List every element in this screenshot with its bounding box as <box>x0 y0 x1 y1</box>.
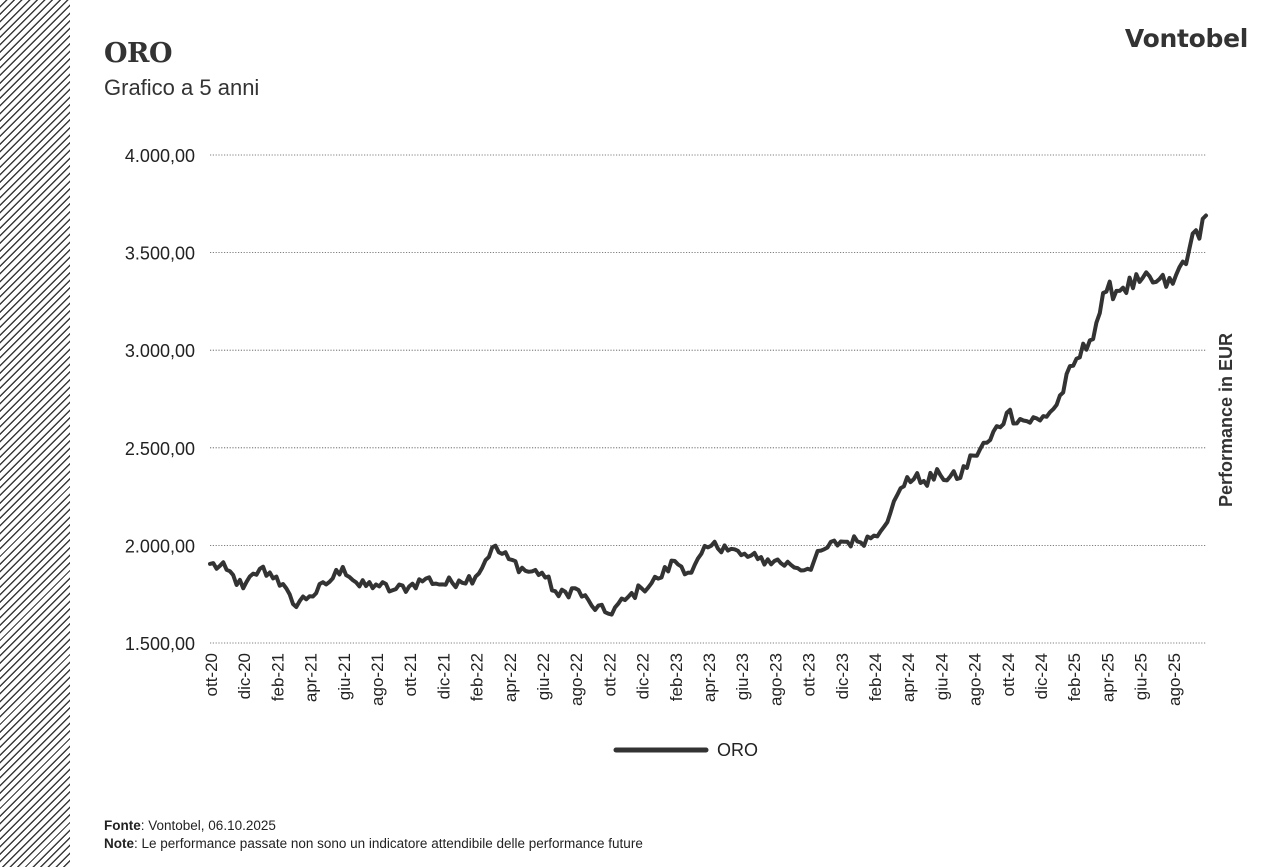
x-tick-label: ott-24 <box>999 653 1018 696</box>
y-tick-label: 2.000,00 <box>125 536 195 556</box>
legend: ORO <box>613 740 758 760</box>
y-axis-label: Performance in EUR <box>1216 333 1236 507</box>
x-tick-label: feb-21 <box>268 653 287 701</box>
x-tick-label: ago-24 <box>966 653 985 706</box>
x-tick-label: feb-22 <box>468 653 487 701</box>
y-tick-label: 3.500,00 <box>125 244 195 264</box>
footer-note: Note: Le performance passate non sono un… <box>104 836 643 851</box>
x-tick-label: ott-20 <box>202 653 221 696</box>
y-tick-label: 2.500,00 <box>125 439 195 459</box>
footer-source: Fonte: Vontobel, 06.10.2025 <box>104 818 276 833</box>
x-tick-label: apr-23 <box>700 653 719 702</box>
x-tick-label: ago-21 <box>368 653 387 706</box>
x-tick-label: feb-25 <box>1065 653 1084 701</box>
x-tick-label: feb-23 <box>667 653 686 701</box>
x-tick-label: apr-21 <box>302 653 321 702</box>
x-tick-label: dic-21 <box>434 653 453 699</box>
vontobel-logo: Vontobel <box>1124 24 1248 53</box>
x-tick-label: giu-21 <box>335 653 354 700</box>
grid-lines <box>210 154 1206 644</box>
y-axis-tick-labels: 1.500,00 2.000,00 2.500,00 3.000,00 3.500,00… <box>125 146 195 654</box>
x-tick-label: ago-22 <box>567 653 586 706</box>
x-tick-label: giu-23 <box>733 653 752 700</box>
footer-source-label: Fonte <box>104 818 141 833</box>
x-tick-label: ott-23 <box>800 653 819 696</box>
y-tick-label: 1.500,00 <box>125 634 195 654</box>
x-tick-label: apr-22 <box>501 653 520 702</box>
x-axis-tick-labels: ott-20 dic-20 feb-21 apr-21 giu-21 ago-21 ott-… <box>202 653 1184 706</box>
x-tick-label: dic-24 <box>1032 653 1051 699</box>
x-tick-label: ago-25 <box>1165 653 1184 706</box>
chart-title: ORO <box>104 38 172 69</box>
series-line-oro <box>208 213 1208 617</box>
chart-subtitle: Grafico a 5 anni <box>104 75 260 100</box>
x-tick-label: apr-24 <box>899 653 918 702</box>
footer-note-label: Note <box>104 836 134 851</box>
decorative-hatch-band <box>0 0 70 867</box>
x-tick-label: ott-21 <box>401 653 420 696</box>
y-tick-label: 3.000,00 <box>125 341 195 361</box>
x-tick-label: ott-22 <box>600 653 619 696</box>
x-tick-label: dic-23 <box>833 653 852 699</box>
y-tick-label: 4.000,00 <box>125 146 195 166</box>
x-tick-label: giu-25 <box>1132 653 1151 700</box>
footer-note-text: : Le performance passate non sono un ind… <box>134 836 643 851</box>
x-tick-label: feb-24 <box>866 653 885 701</box>
x-tick-label: giu-24 <box>932 653 951 700</box>
x-tick-label: dic-22 <box>634 653 653 699</box>
x-tick-label: dic-20 <box>235 653 254 699</box>
footer-source-text: : Vontobel, 06.10.2025 <box>140 818 276 833</box>
legend-label-oro: ORO <box>717 740 758 760</box>
x-tick-label: apr-25 <box>1098 653 1117 702</box>
x-tick-label: ago-23 <box>766 653 785 706</box>
x-tick-label: giu-22 <box>534 653 553 700</box>
